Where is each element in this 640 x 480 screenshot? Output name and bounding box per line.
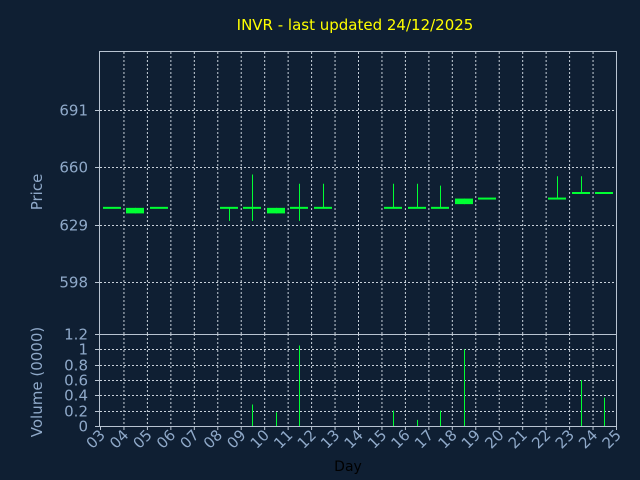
price-axis-label: Price [28, 174, 46, 211]
x-tick-label: 08 [200, 426, 226, 452]
volume-tick-label: 0.4 [64, 387, 88, 405]
candle-body [314, 206, 332, 209]
candle-body [126, 207, 144, 214]
price-tick-label: 660 [59, 159, 88, 177]
x-tick-label: 12 [294, 426, 320, 452]
price-panel: 598 629 660 691 Price [28, 51, 617, 335]
chart-title: INVR - last updated 24/12/2025 [237, 16, 474, 34]
candle-body [408, 206, 426, 209]
x-tick-label: 11 [270, 426, 296, 452]
volume-y-ticks: 00.20.40.60.811.2 [64, 326, 100, 436]
candle-body [220, 206, 238, 209]
volume-panel: 00.20.40.60.811.2 Volume (0000) [28, 326, 617, 437]
x-tick-label: 09 [223, 426, 249, 452]
x-tick-label: 21 [505, 426, 531, 452]
candle-body [548, 197, 566, 200]
volume-tick-label: 1.2 [64, 326, 88, 344]
x-tick-label: 10 [247, 426, 273, 452]
candle-body [150, 206, 168, 209]
candle-body [243, 206, 261, 209]
x-tick-label: 25 [599, 426, 625, 452]
x-tick-label: 23 [552, 426, 578, 452]
x-tick-label: 17 [411, 426, 437, 452]
price-tick-label: 598 [59, 274, 88, 292]
x-tick-label: 05 [130, 426, 156, 452]
candle-body [290, 206, 308, 209]
candle-body [384, 206, 402, 209]
candle-body [455, 198, 473, 205]
x-axis-label: Day [334, 459, 362, 475]
volume-bars [252, 345, 605, 426]
price-candles [103, 174, 613, 221]
x-tick-label: 06 [153, 426, 179, 452]
candle-body [103, 206, 121, 209]
price-gridlines [100, 52, 616, 334]
x-tick-label: 14 [341, 426, 367, 452]
volume-gridlines [100, 334, 616, 426]
volume-tick-label: 0.2 [64, 403, 88, 421]
candle-body [478, 197, 496, 200]
candle-body [431, 206, 449, 209]
price-y-ticks: 598 629 660 691 [59, 102, 100, 292]
x-tick-label: 16 [388, 426, 414, 452]
x-tick-label: 24 [575, 426, 601, 452]
volume-tick-label: 0.8 [64, 357, 88, 375]
volume-tick-label: 1 [78, 341, 88, 359]
candle-body [595, 192, 613, 194]
volume-tick-label: 0.6 [64, 372, 88, 390]
price-tick-label: 629 [59, 217, 88, 235]
candle-body [572, 192, 590, 194]
x-tick-label: 18 [434, 426, 460, 452]
x-tick-label: 20 [481, 426, 507, 452]
x-tick-label: 13 [317, 426, 343, 452]
x-tick-label: 22 [528, 426, 554, 452]
x-tick-label: 19 [458, 426, 484, 452]
x-tick-label: 15 [364, 426, 390, 452]
volume-axis-label: Volume (0000) [28, 327, 46, 437]
candle-body [267, 207, 285, 214]
x-axis-ticks: 0304050607080910111213141516171819202122… [83, 426, 625, 452]
x-tick-label: 07 [176, 426, 202, 452]
price-tick-label: 691 [59, 102, 88, 120]
volume-tick-label: 0 [78, 418, 88, 436]
x-tick-label: 04 [106, 426, 132, 452]
